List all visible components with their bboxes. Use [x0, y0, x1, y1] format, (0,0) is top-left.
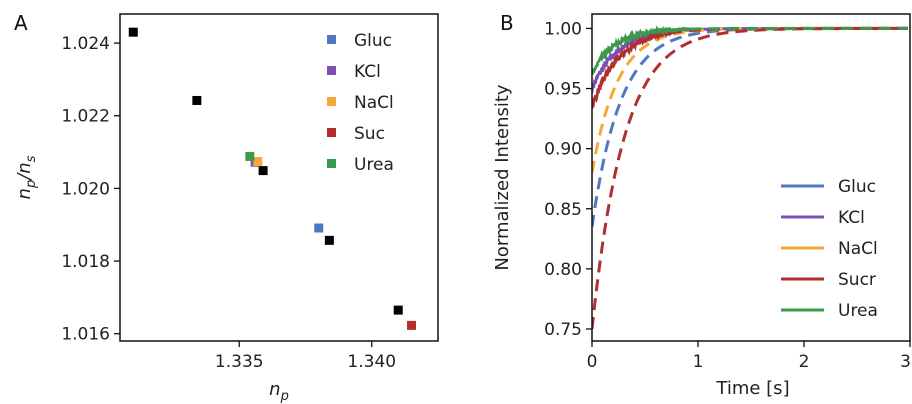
y-tick-label-a: 1.020 — [61, 179, 110, 199]
x-tick-label-a: 1.335 — [215, 352, 264, 372]
data-point-reference — [258, 166, 268, 176]
y-tick-label-b: 0.85 — [544, 200, 582, 220]
y-tick-label-a: 1.022 — [61, 107, 110, 127]
legend-label-gluc: Gluc — [838, 177, 876, 197]
y-tick-label-b: 0.80 — [544, 260, 582, 280]
data-point-gluc — [314, 223, 324, 233]
data-point-nacl — [253, 157, 263, 167]
legend-label-urea: Urea — [838, 301, 878, 321]
legend-label-sucr: Sucr — [838, 270, 876, 290]
x-tick-label-b: 2 — [799, 352, 810, 372]
panel-letter-a: A — [14, 11, 28, 35]
y-tick-label-b: 1.00 — [544, 19, 582, 39]
legend-marker-suc — [327, 128, 336, 137]
series-fit-sucr — [592, 26, 908, 330]
legend-marker-gluc — [327, 35, 336, 44]
legend-label-urea: Urea — [354, 155, 394, 175]
data-point-reference — [393, 305, 403, 315]
line-plot-b: 0 1 2 3 0.75 0.80 0.85 0.90 0.95 1.00 Time [s] Norm… — [492, 13, 911, 399]
scatter-plot-a: 1.335 1.340 1.016 1.018 1.020 1.022 1.024 np np/… — [14, 13, 439, 404]
legend-label-kcl: KCl — [838, 208, 865, 228]
x-axis-label-a: np — [269, 379, 289, 404]
curves-b — [592, 24, 908, 330]
y-tick-label-b: 0.95 — [544, 80, 582, 100]
y-axis-label-b: Normalized Intensity — [492, 84, 513, 270]
y-tick-label-a: 1.018 — [61, 252, 110, 272]
legend-label-nacl: NaCl — [838, 239, 878, 259]
series-fit-gluc — [592, 26, 908, 228]
legend-marker-kcl — [327, 66, 336, 75]
plot-frame-b — [591, 13, 911, 342]
data-point-reference — [128, 27, 138, 37]
data-point-reference — [192, 95, 202, 105]
y-tick-label-a: 1.024 — [61, 34, 110, 54]
legend-label-nacl: NaCl — [354, 93, 394, 113]
y-tick-label-b: 0.75 — [544, 320, 582, 340]
y-tick-label-a: 1.016 — [61, 325, 110, 345]
x-tick-label-b: 0 — [587, 352, 598, 372]
legend-label-kcl: KCl — [354, 62, 381, 82]
y-axis-label-a: np/ns — [14, 155, 39, 199]
legend-marker-nacl — [327, 97, 336, 106]
data-point-suc — [407, 320, 416, 330]
plot-frame-a — [119, 13, 439, 342]
x-axis-label-b: Time [s] — [715, 378, 789, 399]
legend-marker-urea — [327, 159, 336, 168]
series-fit-urea — [592, 26, 908, 75]
x-tick-label-b: 3 — [900, 352, 911, 372]
legend-label-gluc: Gluc — [354, 31, 392, 51]
panel-letter-b: B — [500, 11, 514, 35]
series-fit-nacl — [592, 26, 908, 173]
legend-label-suc: Suc — [354, 124, 385, 144]
data-point-reference — [324, 235, 334, 245]
y-tick-label-b: 0.90 — [544, 140, 582, 160]
x-tick-label-a: 1.340 — [347, 352, 396, 372]
x-tick-label-b: 1 — [693, 352, 704, 372]
data-point-urea — [245, 151, 255, 161]
